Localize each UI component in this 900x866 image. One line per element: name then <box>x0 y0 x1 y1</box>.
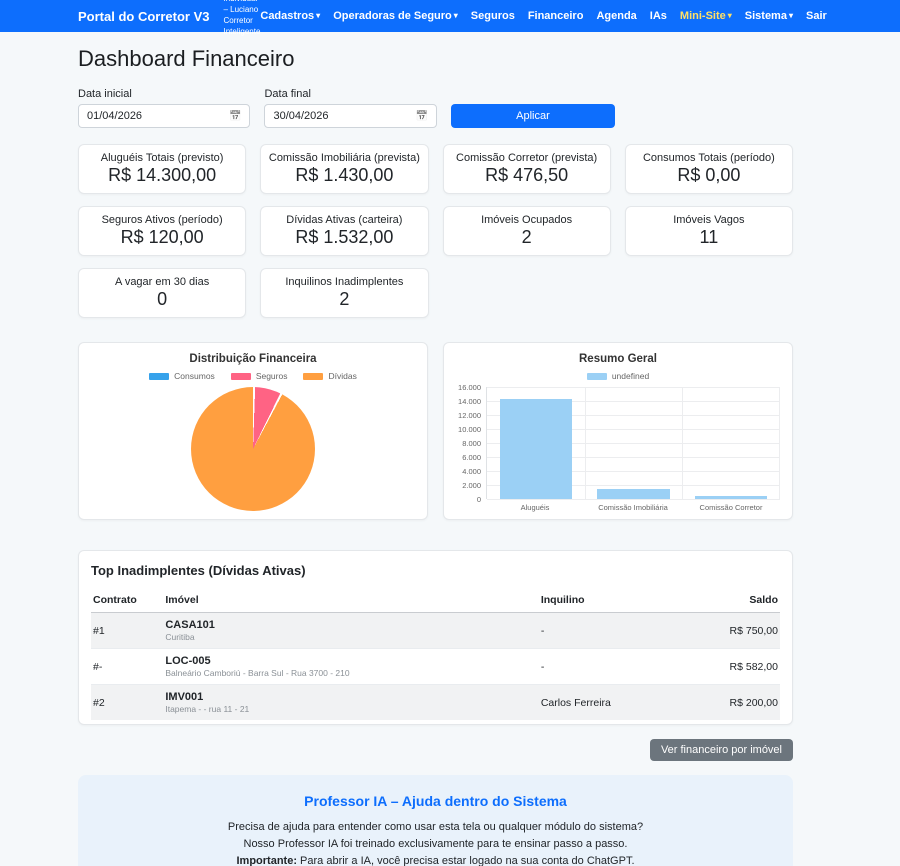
professor-ia-panel: Professor IA – Ajuda dentro do Sistema P… <box>78 775 793 866</box>
pie-legend-item[interactable]: Consumos <box>149 371 215 381</box>
stat-card-dividas-ativas: Dívidas Ativas (carteira) R$ 1.532,00 <box>260 206 429 256</box>
pie-chart <box>191 387 315 511</box>
table-row: #2 IMV001 Itapema - - rua 11 - 21 Carlos … <box>91 684 780 720</box>
date-filters: Data inicial 📅 Data final 📅 Aplicar <box>78 88 793 128</box>
bar-comissao-corretor <box>695 495 768 499</box>
calendar-icon[interactable]: 📅 <box>229 110 242 122</box>
inadimplentes-card: Top Inadimplentes (Dívidas Ativas) Contr… <box>78 550 793 725</box>
pie-legend-item[interactable]: Dívidas <box>303 371 357 381</box>
table-title: Top Inadimplentes (Dívidas Ativas) <box>91 563 306 578</box>
property-code: CASA101 <box>165 619 215 631</box>
chevron-down-icon: ▾ <box>727 11 732 20</box>
nav-item-agenda[interactable]: Agenda <box>596 10 637 22</box>
nav-item-ias[interactable]: IAs <box>649 10 667 22</box>
legend-swatch-dividas <box>303 372 324 380</box>
stat-card-a-vagar: A vagar em 30 dias 0 <box>78 268 247 318</box>
col-header-imovel: Imóvel <box>163 588 539 613</box>
pie-chart-card: Distribuição Financeira Consumos Seguros… <box>78 342 428 520</box>
stat-card-seguros-ativos: Seguros Ativos (período) R$ 120,00 <box>78 206 247 256</box>
bar-chart-card: Resumo Geral undefined 16.000 14.000 12.0… <box>443 342 793 520</box>
stat-card-alugueis: Aluguéis Totais (previsto) R$ 14.300,00 <box>78 144 247 194</box>
property-code: LOC-005 <box>165 655 211 667</box>
nav-item-operadoras[interactable]: Operadoras de Seguro ▾ <box>333 10 458 22</box>
chevron-down-icon: ▾ <box>788 11 793 20</box>
table-row: #- LOC-005 Balneário Camboriú - Barra Sul… <box>91 648 780 685</box>
inadimplentes-table: Contrato Imóvel Inquilino Saldo #1 CASA1… <box>91 588 780 720</box>
nav-item-mini-site[interactable]: Mini-Site ▾ <box>679 10 732 22</box>
stat-card-imoveis-vagos: Imóveis Vagos 11 <box>624 206 793 256</box>
apply-button[interactable]: Aplicar <box>450 104 615 128</box>
legend-swatch-consumos <box>149 372 170 380</box>
bar-x-axis: Aluguéis Comissão Imobiliária Comissão C… <box>520 503 763 512</box>
professor-line-2: Nosso Professor IA foi treinado exclusiv… <box>243 838 628 851</box>
chevron-down-icon: ▾ <box>316 11 321 20</box>
pie-legend: Consumos Seguros Dívidas <box>91 371 415 381</box>
legend-swatch-seguros <box>230 372 251 380</box>
property-address: Curitiba <box>165 632 195 642</box>
property-code: IMV001 <box>165 691 204 703</box>
nav-item-sistema[interactable]: Sistema ▾ <box>744 10 793 22</box>
end-date-label: Data final <box>264 88 311 100</box>
property-address: Balneário Camboriú - Barra Sul - Rua 370… <box>165 668 350 678</box>
top-navbar: Portal do Corretor V3 Individual – Lucia… <box>0 0 900 36</box>
bar-alugueis <box>499 398 572 499</box>
bar-plot <box>486 387 780 500</box>
professor-line-3: Importante: Para abrir a IA, você precis… <box>236 855 635 866</box>
end-date-input[interactable] <box>273 110 416 122</box>
stat-card-comissao-imobiliaria: Comissão Imobiliária (prevista) R$ 1.430,… <box>260 144 429 194</box>
nav-item-cadastros[interactable]: Cadastros ▾ <box>260 10 321 22</box>
table-row: #1 CASA101 Curitiba - R$ 750,00 <box>91 612 780 649</box>
professor-line-1: Precisa de ajuda para entender como usar… <box>227 821 644 833</box>
stat-card-inquilinos-inadimplentes: Inquilinos Inadimplentes 2 <box>260 268 429 318</box>
brand-subtitle: Individual – Luciano Corretor Inteligent… <box>223 0 261 36</box>
bar-legend: undefined <box>456 371 780 381</box>
bar-comissao-imobiliaria <box>597 489 670 499</box>
nav-item-financeiro[interactable]: Financeiro <box>527 10 584 22</box>
stat-card-comissao-corretor: Comissão Corretor (prevista) R$ 476,50 <box>442 144 611 194</box>
col-header-contrato: Contrato <box>91 588 164 613</box>
pie-chart-title: Distribuição Financeira <box>189 353 317 365</box>
nav-item-seguros[interactable]: Seguros <box>470 10 515 22</box>
chevron-down-icon: ▾ <box>453 11 458 20</box>
stat-cards: Aluguéis Totais (previsto) R$ 14.300,00 C… <box>78 144 793 318</box>
bar-legend-item[interactable]: undefined <box>586 371 649 381</box>
property-address: Itapema - - rua 11 - 21 <box>165 704 250 714</box>
bar-chart-title: Resumo Geral <box>579 353 657 365</box>
nav-links: Cadastros ▾ Operadoras de Seguro ▾ Seguros… <box>260 10 826 22</box>
stat-card-consumos: Consumos Totais (período) R$ 0,00 <box>624 144 793 194</box>
bar-legend-swatch <box>586 372 607 380</box>
start-date-label: Data inicial <box>78 88 132 100</box>
calendar-icon[interactable]: 📅 <box>415 110 428 122</box>
ver-financeiro-button[interactable]: Ver financeiro por imóvel <box>649 739 793 761</box>
nav-item-sair[interactable]: Sair <box>805 10 827 22</box>
start-date-input[interactable] <box>87 110 229 122</box>
page-title: Dashboard Financeiro <box>78 46 295 71</box>
col-header-saldo: Saldo <box>697 588 780 613</box>
pie-legend-item[interactable]: Seguros <box>230 371 287 381</box>
bar-y-axis: 16.000 14.000 12.000 10.000 8.000 6.000 4.0… <box>458 382 481 504</box>
brand-title[interactable]: Portal do Corretor V3 <box>78 8 210 24</box>
stat-card-imoveis-ocupados: Imóveis Ocupados 2 <box>442 206 611 256</box>
col-header-inquilino: Inquilino <box>538 588 698 613</box>
professor-title: Professor IA – Ajuda dentro do Sistema <box>304 793 567 809</box>
